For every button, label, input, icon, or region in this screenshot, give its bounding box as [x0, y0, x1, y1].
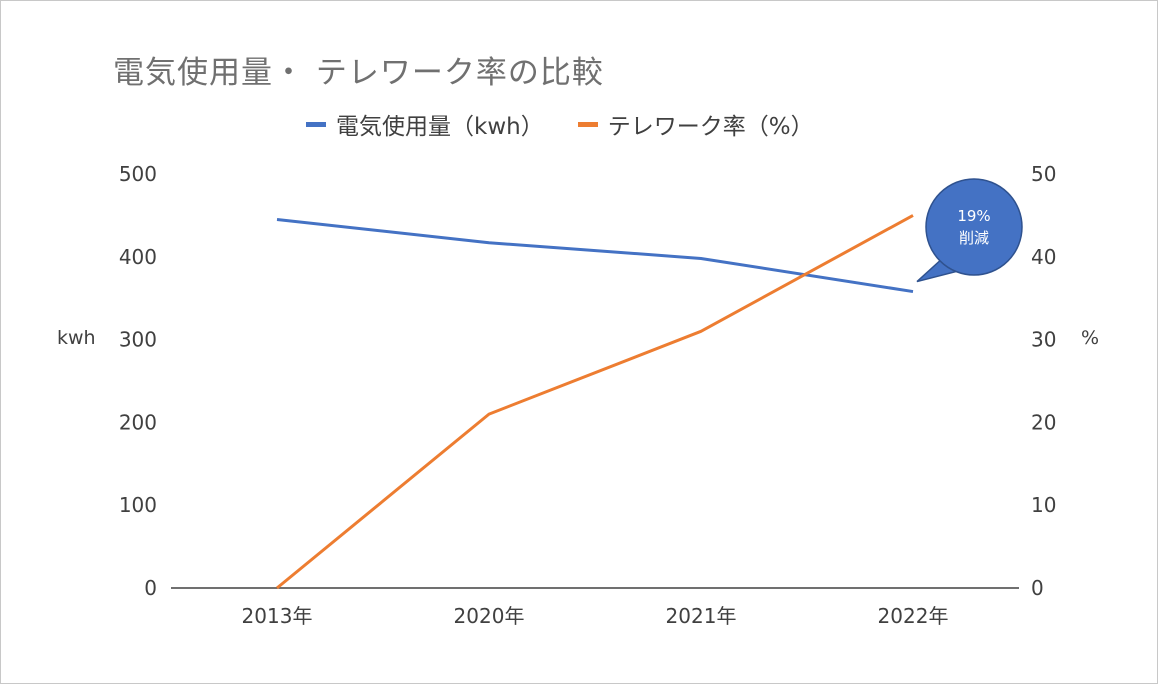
x-tick-label: 2013年 [242, 604, 313, 628]
legend: 電気使用量（kwh） テレワーク率（%） [306, 107, 848, 141]
x-tick-label: 2021年 [666, 604, 737, 628]
series-line-electricity [276, 218, 914, 294]
chart-title: 電気使用量・ テレワーク率の比較 [113, 55, 604, 91]
y-tick-label-left: 200 [119, 410, 157, 434]
y-tick-label-right: 30 [1031, 328, 1056, 352]
y-tick-label-left: 300 [119, 328, 157, 352]
x-tick-label: 2022年 [878, 604, 949, 628]
y-tick-label-left: 400 [119, 245, 157, 269]
y-tick-label-right: 50 [1031, 162, 1056, 186]
callout-text-line1: 19% [957, 207, 990, 225]
callout-bubble [925, 178, 1023, 276]
y-axis-unit-left: kwh [57, 327, 96, 349]
callout-seam [943, 255, 967, 271]
y-tick-label-right: 40 [1031, 245, 1056, 269]
legend-swatch-telework [577, 121, 598, 127]
legend-swatch-electricity [306, 121, 326, 127]
y-tick-label-right: 20 [1031, 410, 1056, 434]
y-tick-label-left: 0 [144, 576, 157, 600]
legend-item-telework: テレワーク率（%） [577, 107, 814, 141]
y-tick-label-right: 0 [1031, 576, 1044, 600]
y-axis-unit-right: % [1081, 327, 1100, 349]
series-line-telework [276, 214, 914, 590]
legend-label-electricity: 電気使用量（kwh） [336, 114, 544, 140]
y-tick-label-left: 500 [119, 162, 157, 186]
x-tick-label: 2020年 [454, 604, 525, 628]
legend-item-electricity: 電気使用量（kwh） [306, 107, 544, 141]
legend-label-telework: テレワーク率（%） [607, 114, 814, 140]
callout-text-line2: 削減 [959, 229, 989, 247]
y-tick-label-right: 10 [1031, 493, 1056, 517]
y-tick-label-left: 100 [119, 493, 157, 517]
